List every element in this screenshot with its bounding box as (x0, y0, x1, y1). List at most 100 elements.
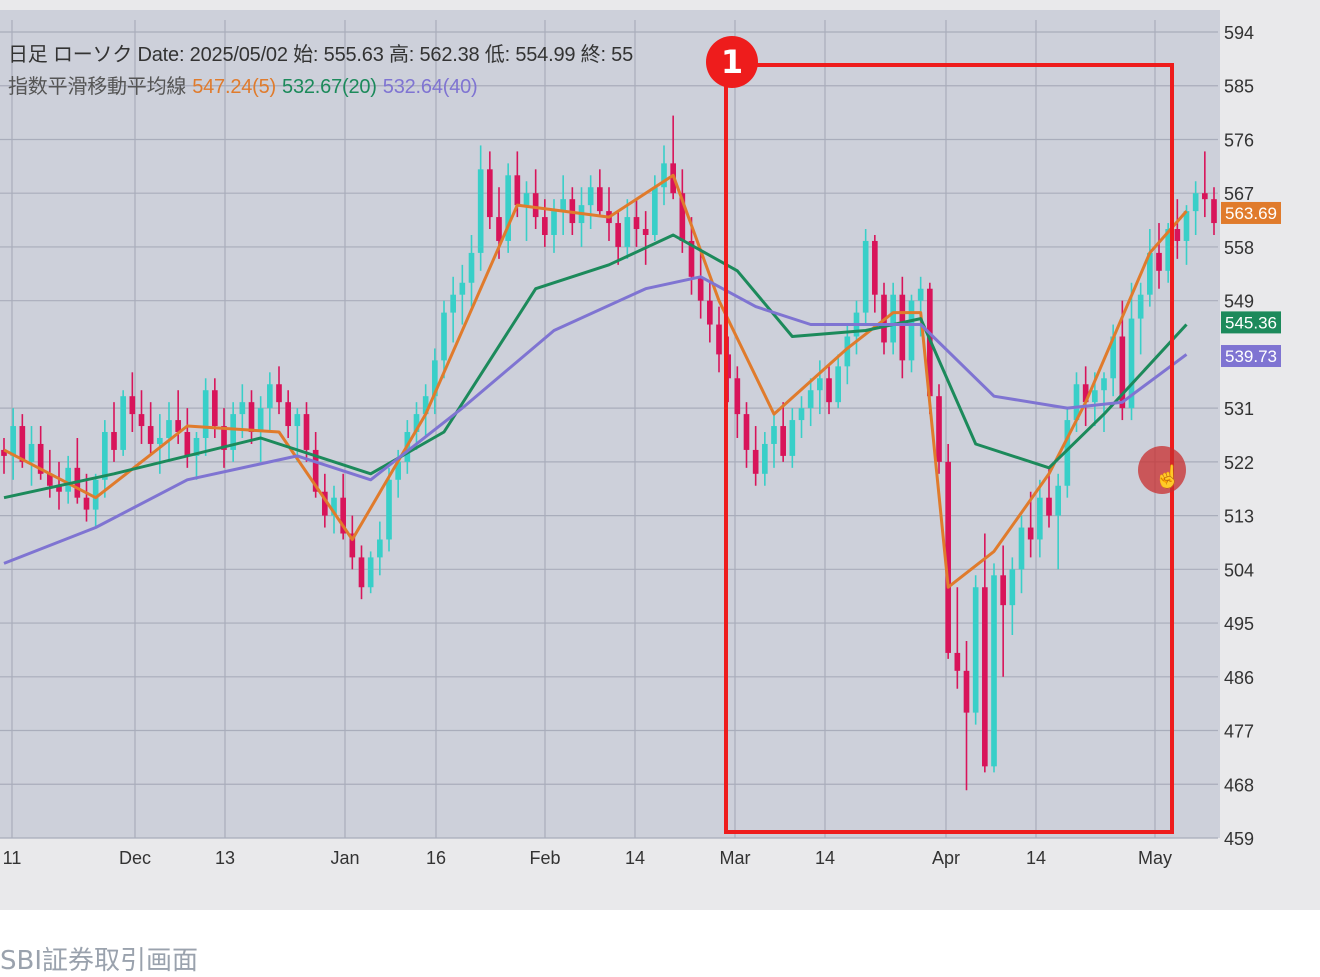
candle-body (707, 300, 713, 325)
candle-body (422, 396, 429, 415)
candle-body (1192, 193, 1199, 212)
candle-body (789, 420, 796, 456)
candle-body (349, 533, 356, 558)
price-tag-label: 545.36 (1225, 313, 1277, 332)
y-tick-label: 549 (1224, 292, 1254, 312)
candle-body (102, 432, 108, 480)
candle-body (780, 426, 786, 456)
image-caption: SBI証券取引画面 (0, 946, 199, 976)
candle-body (862, 240, 869, 313)
candle-body (1183, 211, 1190, 241)
ema20-legend: 532.67(20) (282, 76, 377, 98)
candle-body (221, 426, 227, 450)
candle-body (752, 449, 759, 474)
y-tick-label: 504 (1224, 560, 1254, 580)
price-tag-label: 563.69 (1225, 204, 1277, 223)
candle-body (395, 461, 401, 480)
candle-body (982, 587, 988, 767)
x-tick-label: 14 (1026, 848, 1046, 868)
x-tick-label: Apr (932, 848, 960, 868)
y-tick-label: 585 (1224, 77, 1254, 97)
ema40-legend: 532.64(40) (382, 76, 478, 98)
candle-body (468, 252, 475, 283)
candle-body (1082, 384, 1089, 403)
candle-body (147, 426, 154, 444)
candle-body (1, 449, 7, 456)
candle-body (505, 175, 511, 241)
candle-body (386, 479, 392, 540)
candle-body (587, 187, 594, 206)
candle-body (771, 426, 777, 444)
candle-body (762, 443, 768, 474)
x-tick-label: 14 (625, 848, 645, 868)
ema20-line (3, 233, 1188, 500)
candle-body (487, 169, 493, 218)
candle-body (65, 467, 71, 492)
candle-body (47, 473, 53, 486)
candle-body (1027, 527, 1034, 540)
candle-body (917, 288, 924, 301)
candle-body (1101, 378, 1107, 391)
candle-body (872, 240, 878, 295)
candle-body (661, 163, 667, 188)
y-tick-label: 495 (1224, 614, 1254, 634)
candle-body (450, 294, 456, 313)
candle-body (642, 229, 649, 235)
y-tick-label: 531 (1224, 399, 1254, 419)
candlestick-chart[interactable]: 594 585 576 567 558 549 531 522 513 504 495 486 477 4… (0, 0, 1320, 910)
candle-body (193, 437, 200, 456)
candle-body (798, 408, 805, 421)
candle-body (432, 360, 438, 397)
y-tick-label: 486 (1224, 668, 1254, 688)
ohlc-header: 日足 ローソク Date: 2025/05/02 始: 555.63 高: 56… (8, 44, 634, 66)
y-tick-label: 594 (1224, 23, 1254, 43)
candle-body (624, 217, 631, 247)
candle-body (1037, 497, 1043, 540)
x-tick-label: Feb (529, 848, 560, 868)
candle-body (1128, 318, 1135, 409)
price-tag-ema40 (1221, 345, 1281, 368)
price-tag-ema20 (1221, 311, 1281, 334)
candle-body (817, 378, 823, 391)
candle-body (1000, 575, 1006, 606)
candle-body (276, 384, 282, 403)
candle-body (111, 432, 117, 450)
candle-body (248, 402, 255, 433)
candle-body (945, 461, 951, 653)
ema5-legend: 547.24(5) (192, 76, 277, 98)
candle-body (734, 378, 741, 415)
annotation-number-badge: 1 (706, 36, 758, 88)
ma-legend: 指数平滑移動平均線 547.24(5) 532.67(20) 532.64(40) (8, 70, 484, 99)
candle-body (1137, 294, 1144, 319)
price-tag-label: 539.73 (1225, 347, 1277, 366)
mouse-cursor-highlight (1138, 446, 1186, 494)
x-tick-label: 14 (815, 848, 835, 868)
candle-body (28, 443, 35, 462)
candle-body (129, 396, 136, 415)
candle-body (459, 282, 466, 295)
candle-body (1018, 527, 1025, 570)
candle-body (1055, 485, 1061, 516)
candle-body (716, 324, 722, 355)
price-tag-ema5 (1221, 201, 1281, 224)
y-tick-label: 576 (1224, 130, 1254, 150)
candle-body (358, 557, 365, 588)
x-tick-label: Dec (119, 848, 151, 868)
candle-body (202, 390, 209, 438)
candle-body (972, 587, 979, 713)
candle-body (1119, 336, 1126, 409)
candle-body (175, 420, 181, 433)
candle-body (1073, 384, 1080, 421)
candle-body (954, 652, 961, 671)
candle-body (908, 300, 915, 361)
candle-body (1156, 252, 1162, 271)
chart-frame: 594 585 576 567 558 549 531 522 513 504 495 486 477 4… (0, 0, 1320, 910)
candle-body (532, 193, 539, 218)
candle-body (10, 426, 16, 456)
x-tick-label: 11 (3, 848, 22, 868)
candle-body (890, 294, 896, 343)
candle-body (1202, 193, 1208, 200)
candle-body (807, 390, 814, 409)
candle-body (899, 294, 906, 361)
candle-body (322, 491, 328, 516)
